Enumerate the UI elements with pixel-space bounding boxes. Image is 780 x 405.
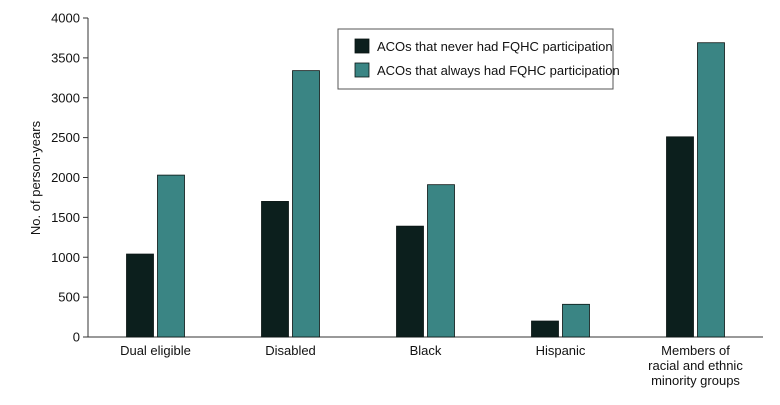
legend: ACOs that never had FQHC participation AC…	[337, 28, 620, 90]
x-tick-label: minority groups	[651, 373, 740, 388]
x-tick-label: Black	[410, 343, 442, 358]
legend-box	[337, 28, 614, 90]
y-tick-label: 2500	[51, 130, 80, 145]
y-tick-label: 1000	[51, 250, 80, 265]
bar-always-fqhc	[157, 174, 185, 338]
bar-always-fqhc	[427, 184, 455, 338]
legend-swatch	[354, 38, 370, 54]
bar-never-fqhc	[126, 253, 154, 338]
legend-swatch	[354, 62, 370, 78]
tick-labels: 0 500 1000 1500 2000 2500 3000 3500 4000 Dual eli…	[51, 11, 743, 389]
x-tick-label: racial and ethnic	[648, 358, 743, 373]
bar-never-fqhc	[396, 225, 424, 338]
legend-label: ACOs that never had FQHC participation	[377, 39, 613, 54]
legend-label: ACOs that always had FQHC participation	[377, 63, 620, 78]
x-tick-label: Members of	[661, 343, 730, 358]
bar-always-fqhc	[697, 42, 725, 338]
bar-always-fqhc	[562, 303, 590, 338]
y-axis-label: No. of person-years	[28, 120, 43, 235]
axes	[83, 17, 763, 338]
y-tick-label: 500	[58, 290, 80, 305]
y-tick-label: 4000	[51, 11, 80, 26]
bar-never-fqhc	[666, 136, 694, 338]
bar-never-fqhc	[261, 201, 289, 338]
x-tick-label: Hispanic	[536, 343, 586, 358]
bar-never-fqhc	[531, 320, 559, 338]
y-tick-label: 3500	[51, 50, 80, 65]
x-tick-label: Dual eligible	[120, 343, 191, 358]
bars	[126, 42, 725, 338]
y-tick-label: 0	[73, 330, 80, 345]
y-tick-label: 1500	[51, 210, 80, 225]
x-tick-label: Disabled	[265, 343, 316, 358]
y-tick-label: 3000	[51, 90, 80, 105]
bar-always-fqhc	[292, 70, 320, 338]
y-tick-label: 2000	[51, 170, 80, 185]
